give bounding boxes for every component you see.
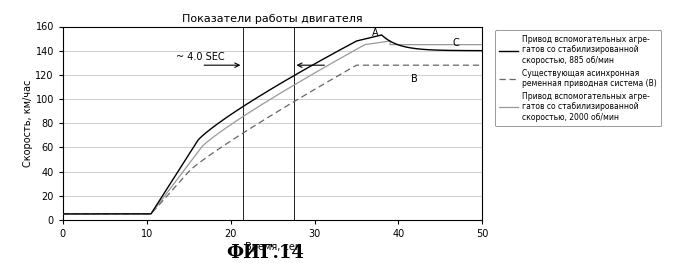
Text: ФИГ.14: ФИГ.14 bbox=[226, 244, 305, 262]
Y-axis label: Скорость, км/час: Скорость, км/час bbox=[22, 80, 33, 167]
Text: ~ 4.0 SEC: ~ 4.0 SEC bbox=[176, 52, 225, 61]
Text: C: C bbox=[453, 38, 460, 48]
Title: Показатели работы двигателя: Показатели работы двигателя bbox=[182, 14, 363, 24]
Text: A: A bbox=[372, 28, 378, 38]
Legend: Привод вспомогательных агре-
гатов со стабилизированной
скоростью, 885 об/мин, С: Привод вспомогательных агре- гатов со ст… bbox=[494, 30, 661, 126]
X-axis label: Время, сек: Время, сек bbox=[245, 242, 301, 252]
Text: B: B bbox=[411, 74, 418, 84]
